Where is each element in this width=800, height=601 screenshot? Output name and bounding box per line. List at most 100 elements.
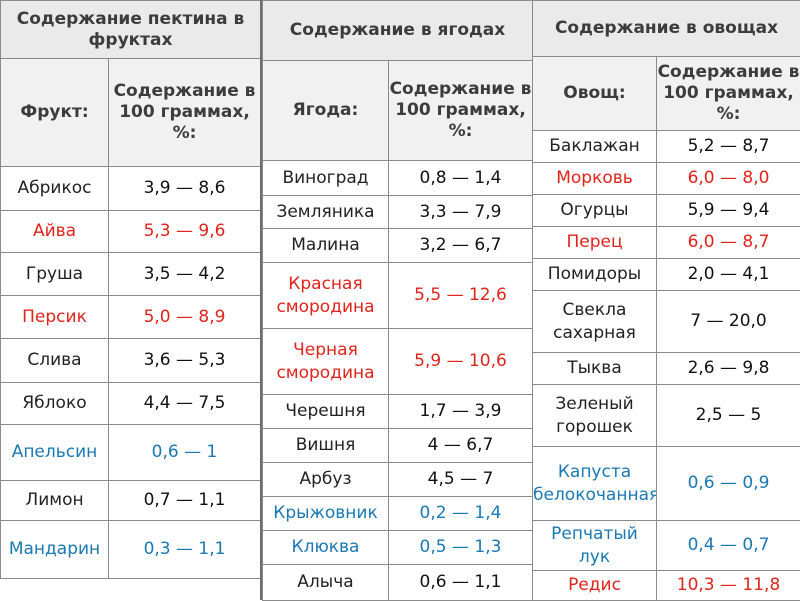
row-name: Репчатый лук bbox=[533, 521, 657, 571]
fruits-title: Содержание пектина в фруктах bbox=[1, 1, 261, 59]
row-name: Виноград bbox=[263, 161, 389, 196]
row-name: Алыча bbox=[263, 565, 389, 601]
row-name: Лимон bbox=[1, 481, 109, 521]
row-name: Огурцы bbox=[533, 195, 657, 227]
row-name: Капуста белокочанная bbox=[533, 447, 657, 521]
row-name: Свекла сахарная bbox=[533, 291, 657, 353]
table-row: Капуста белокочанная 0,6 — 0,9 bbox=[533, 447, 800, 521]
row-value: 4,5 — 7 bbox=[389, 463, 533, 497]
row-value: 0,5 — 1,3 bbox=[389, 531, 533, 565]
row-value: 5,9 — 10,6 bbox=[389, 329, 533, 395]
table-row: Клюква 0,5 — 1,3 bbox=[263, 531, 533, 565]
row-value: 4 — 6,7 bbox=[389, 429, 533, 463]
berries-col-name: Ягода: bbox=[263, 61, 389, 161]
row-name: Тыква bbox=[533, 353, 657, 385]
row-value: 0,8 — 1,4 bbox=[389, 161, 533, 196]
row-name: Помидоры bbox=[533, 259, 657, 291]
row-value: 0,4 — 0,7 bbox=[657, 521, 800, 571]
table-row: Морковь 6,0 — 8,0 bbox=[533, 163, 800, 195]
table-row: Земляника 3,3 — 7,9 bbox=[263, 196, 533, 229]
row-name: Красная смородина bbox=[263, 263, 389, 329]
table-row: Редис 10,3 — 11,8 bbox=[533, 571, 800, 601]
row-value: 6,0 — 8,0 bbox=[657, 163, 800, 195]
table-row: Огурцы 5,9 — 9,4 bbox=[533, 195, 800, 227]
table-row: Крыжовник 0,2 — 1,4 bbox=[263, 497, 533, 531]
row-name: Абрикос bbox=[1, 167, 109, 211]
row-value: 5,0 — 8,9 bbox=[109, 296, 261, 339]
row-name: Морковь bbox=[533, 163, 657, 195]
row-name: Черная смородина bbox=[263, 329, 389, 395]
row-value: 6,0 — 8,7 bbox=[657, 227, 800, 259]
table-row: Черешня 1,7 — 3,9 bbox=[263, 395, 533, 429]
row-value: 0,3 — 1,1 bbox=[109, 521, 261, 579]
row-name: Апельсин bbox=[1, 425, 109, 481]
table-row: Малина 3,2 — 6,7 bbox=[263, 229, 533, 263]
table-row: Черная смородина 5,9 — 10,6 bbox=[263, 329, 533, 395]
row-value: 2,5 — 5 bbox=[657, 385, 800, 447]
row-value: 2,0 — 4,1 bbox=[657, 259, 800, 291]
vegetables-col-name: Овощ: bbox=[533, 57, 657, 131]
vegetables-table: Содержание в овощах Овощ: Содержание в 1… bbox=[532, 0, 800, 601]
table-row: Слива 3,6 — 5,3 bbox=[1, 339, 261, 383]
row-value: 10,3 — 11,8 bbox=[657, 571, 800, 601]
row-name: Слива bbox=[1, 339, 109, 383]
vegetables-title: Содержание в овощах bbox=[533, 1, 800, 57]
row-name: Вишня bbox=[263, 429, 389, 463]
row-name: Яблоко bbox=[1, 383, 109, 425]
row-value: 3,9 — 8,6 bbox=[109, 167, 261, 211]
table-row: Перец 6,0 — 8,7 bbox=[533, 227, 800, 259]
row-value: 7 — 20,0 bbox=[657, 291, 800, 353]
fruits-col-name: Фрукт: bbox=[1, 59, 109, 167]
row-name: Груша bbox=[1, 253, 109, 296]
row-value: 3,6 — 5,3 bbox=[109, 339, 261, 383]
row-name: Айва bbox=[1, 211, 109, 253]
row-value: 0,7 — 1,1 bbox=[109, 481, 261, 521]
fruits-table: Содержание пектина в фруктах Фрукт: Соде… bbox=[0, 0, 261, 579]
table-row: Айва 5,3 — 9,6 bbox=[1, 211, 261, 253]
berries-title: Содержание в ягодах bbox=[263, 1, 533, 61]
row-name: Земляника bbox=[263, 196, 389, 229]
berries-table: Содержание в ягодах Ягода: Содержание в … bbox=[262, 0, 533, 601]
table-row: Тыква 2,6 — 9,8 bbox=[533, 353, 800, 385]
row-name: Баклажан bbox=[533, 131, 657, 163]
row-name: Крыжовник bbox=[263, 497, 389, 531]
table-row: Мандарин 0,3 — 1,1 bbox=[1, 521, 261, 579]
row-name: Перец bbox=[533, 227, 657, 259]
table-row: Абрикос 3,9 — 8,6 bbox=[1, 167, 261, 211]
row-name: Черешня bbox=[263, 395, 389, 429]
table-row: Свекла сахарная 7 — 20,0 bbox=[533, 291, 800, 353]
table-row: Персик 5,0 — 8,9 bbox=[1, 296, 261, 339]
table-row: Лимон 0,7 — 1,1 bbox=[1, 481, 261, 521]
row-value: 5,5 — 12,6 bbox=[389, 263, 533, 329]
row-value: 3,3 — 7,9 bbox=[389, 196, 533, 229]
row-name: Клюква bbox=[263, 531, 389, 565]
table-row: Груша 3,5 — 4,2 bbox=[1, 253, 261, 296]
row-value: 3,5 — 4,2 bbox=[109, 253, 261, 296]
row-name: Малина bbox=[263, 229, 389, 263]
vegetables-col-value: Содержание в 100 граммах, %: bbox=[657, 57, 800, 131]
table-row: Апельсин 0,6 — 1 bbox=[1, 425, 261, 481]
table-row: Вишня 4 — 6,7 bbox=[263, 429, 533, 463]
table-row: Алыча 0,6 — 1,1 bbox=[263, 565, 533, 601]
table-row: Красная смородина 5,5 — 12,6 bbox=[263, 263, 533, 329]
row-name: Арбуз bbox=[263, 463, 389, 497]
table-row: Арбуз 4,5 — 7 bbox=[263, 463, 533, 497]
row-name: Зеленый горошек bbox=[533, 385, 657, 447]
row-value: 3,2 — 6,7 bbox=[389, 229, 533, 263]
row-value: 4,4 — 7,5 bbox=[109, 383, 261, 425]
row-value: 5,2 — 8,7 bbox=[657, 131, 800, 163]
row-name: Редис bbox=[533, 571, 657, 601]
berries-col-value: Содержание в 100 граммах, %: bbox=[389, 61, 533, 161]
row-value: 0,6 — 1 bbox=[109, 425, 261, 481]
row-value: 5,3 — 9,6 bbox=[109, 211, 261, 253]
row-value: 0,2 — 1,4 bbox=[389, 497, 533, 531]
row-value: 2,6 — 9,8 bbox=[657, 353, 800, 385]
table-row: Помидоры 2,0 — 4,1 bbox=[533, 259, 800, 291]
table-row: Виноград 0,8 — 1,4 bbox=[263, 161, 533, 196]
table-row: Зеленый горошек 2,5 — 5 bbox=[533, 385, 800, 447]
fruits-col-value: Содержание в 100 граммах, %: bbox=[109, 59, 261, 167]
row-value: 5,9 — 9,4 bbox=[657, 195, 800, 227]
row-name: Персик bbox=[1, 296, 109, 339]
table-row: Баклажан 5,2 — 8,7 bbox=[533, 131, 800, 163]
row-value: 0,6 — 1,1 bbox=[389, 565, 533, 601]
